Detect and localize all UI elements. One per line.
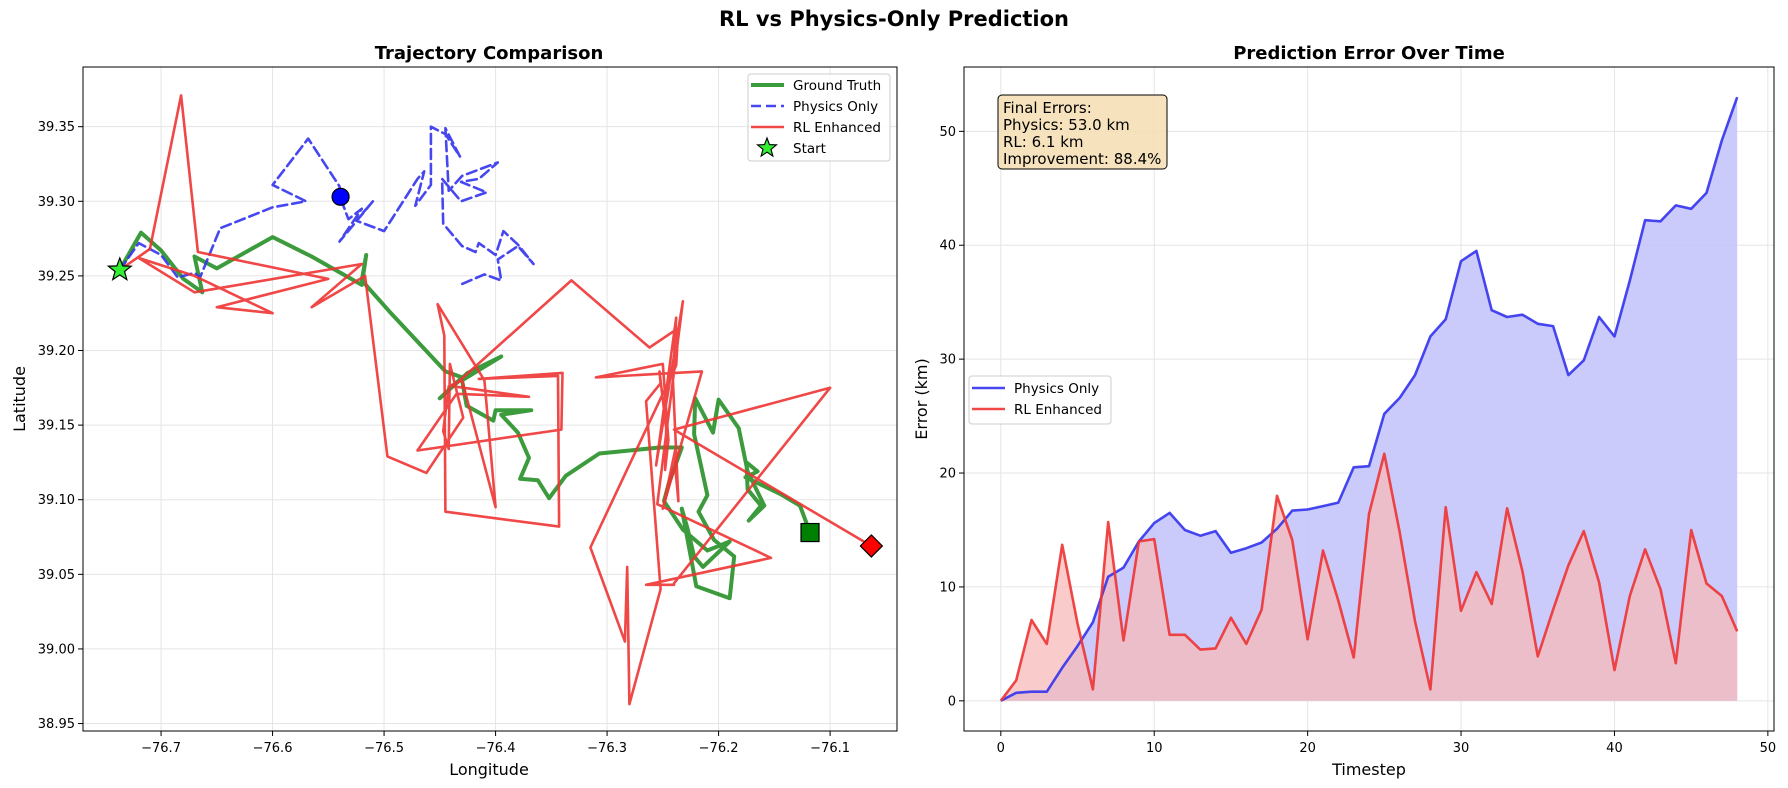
trajectory-x-tick-label: −76.5	[364, 741, 404, 756]
error-x-tick-label: 20	[1299, 741, 1316, 756]
error-x-axis-label: Timestep	[1331, 760, 1406, 779]
trajectory-y-ticks: 38.95 39.00 39.05 39.10 39.15 39.20 39.25 39.30…	[38, 120, 83, 732]
figure-title: RL vs Physics-Only Prediction	[719, 7, 1069, 31]
trajectory-y-tick-label: 39.25	[38, 269, 75, 284]
trajectory-axes-frame	[82, 66, 898, 732]
trajectory-x-ticks: −76.7 −76.6 −76.5 −76.4 −76.3 −76.2 −76.1	[141, 731, 850, 756]
error-y-tick-label: 40	[939, 239, 956, 254]
legend-handle-start	[755, 136, 779, 158]
legend-entry-rl-enhanced: RL Enhanced	[793, 120, 881, 136]
annotation-line-rl: RL: 6.1 km	[1003, 133, 1084, 151]
error-y-tick-label: 10	[939, 580, 956, 595]
error-legend: Physics Only RL Enhanced	[968, 375, 1112, 425]
error-x-tick-label: 0	[997, 741, 1005, 756]
error-annotation-box	[997, 94, 1168, 170]
trajectory-line-rl-enhanced	[118, 94, 873, 706]
trajectory-line-physics-only	[118, 125, 535, 287]
error-line-physics-only	[1000, 96, 1739, 702]
error-annotation: Final Errors: Physics: 53.0 km RL: 6.1 k…	[997, 94, 1168, 170]
trajectory-panel-title: Trajectory Comparison	[375, 43, 604, 64]
legend-entry-physics-only: Physics Only	[793, 99, 878, 115]
trajectory-y-tick-label: 39.00	[38, 642, 75, 657]
trajectory-plot-area	[106, 94, 884, 706]
trajectory-y-tick-label: 39.20	[38, 344, 75, 359]
trajectory-y-tick-label: 39.30	[38, 195, 75, 210]
error-x-tick-label: 10	[1146, 741, 1163, 756]
start-marker	[106, 256, 133, 282]
error-area-rl-enhanced	[1000, 453, 1738, 701]
error-panel: Prediction Error Over Time 0 10 20 30 40 50 0…	[912, 43, 1776, 779]
trajectory-y-tick-label: 39.05	[38, 568, 75, 583]
trajectory-y-tick-label: 39.15	[38, 419, 75, 434]
error-legend-handles	[972, 386, 1005, 411]
error-panel-title: Prediction Error Over Time	[1233, 43, 1505, 64]
error-x-tick-label: 30	[1453, 741, 1470, 756]
legend-entry-start: Start	[793, 141, 826, 157]
annotation-line-heading: Final Errors:	[1003, 99, 1092, 117]
error-plot-area	[999, 96, 1739, 702]
trajectory-legend-handles	[751, 83, 784, 158]
error-y-tick-label: 20	[939, 467, 956, 482]
trajectory-legend: Ground Truth Physics Only RL Enhanced St…	[747, 73, 891, 162]
trajectory-panel: Trajectory Comparison −76.7 −76.6 −76.5 −76…	[10, 43, 898, 779]
error-x-ticks: 0 10 20 30 40 50	[997, 731, 1776, 756]
legend-entry-ground-truth: Ground Truth	[793, 78, 881, 94]
error-area-physics-only	[1000, 97, 1738, 701]
rl-end-marker	[859, 534, 884, 558]
trajectory-x-tick-label: −76.6	[253, 741, 293, 756]
error-y-ticks: 0 10 20 30 40 50	[939, 125, 964, 709]
error-y-tick-label: 0	[948, 694, 956, 709]
trajectory-x-tick-label: −76.3	[587, 741, 627, 756]
trajectory-y-tick-label: 38.95	[38, 717, 75, 732]
trajectory-x-tick-label: −76.2	[699, 741, 739, 756]
trajectory-y-tick-label: 39.35	[38, 120, 75, 135]
trajectory-legend-box	[747, 73, 891, 162]
physics-end-marker	[331, 187, 350, 206]
legend-entry-physics-error: Physics Only	[1014, 381, 1099, 397]
annotation-line-physics: Physics: 53.0 km	[1003, 116, 1130, 134]
trajectory-x-tick-label: −76.4	[476, 741, 516, 756]
ground-truth-end-marker	[800, 522, 820, 543]
error-axes-frame	[963, 66, 1775, 732]
legend-entry-rl-error: RL Enhanced	[1014, 402, 1102, 418]
trajectory-x-axis-label: Longitude	[449, 760, 529, 779]
trajectory-y-tick-label: 39.10	[38, 493, 75, 508]
error-y-tick-label: 50	[939, 125, 956, 140]
error-y-tick-label: 30	[939, 353, 956, 368]
trajectory-y-axis-label: Latitude	[10, 366, 29, 432]
error-x-tick-label: 50	[1760, 741, 1777, 756]
trajectory-x-tick-label: −76.7	[141, 741, 181, 756]
error-y-axis-label: Error (km)	[912, 358, 931, 439]
error-x-tick-label: 40	[1606, 741, 1623, 756]
annotation-line-improvement: Improvement: 88.4%	[1003, 150, 1161, 168]
error-line-rl-enhanced	[999, 452, 1739, 702]
trajectory-x-tick-label: −76.1	[810, 741, 850, 756]
